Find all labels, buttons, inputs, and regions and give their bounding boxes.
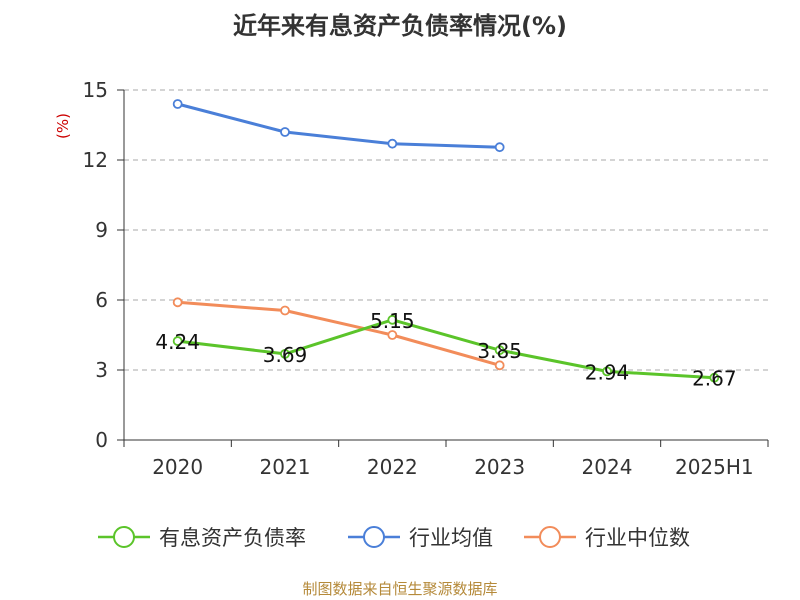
x-tick-label: 2020	[152, 455, 203, 479]
x-tick-label: 2024	[582, 455, 633, 479]
series-lines	[172, 99, 720, 383]
data-point	[387, 138, 398, 149]
data-label: 4.24	[155, 330, 200, 354]
y-tick-label: 6	[95, 288, 108, 312]
x-tick-label: 2021	[260, 455, 311, 479]
data-point	[280, 348, 290, 359]
y-tick-label: 9	[95, 218, 108, 242]
y-tick-label: 15	[83, 78, 108, 102]
axes: 0 3 6 9 12 15 2020 2021 2022 2023 2024 2025H1 (%)	[54, 78, 769, 479]
x-tick-label: 2023	[474, 455, 525, 479]
legend-marker	[363, 526, 385, 548]
y-axis-unit: (%)	[54, 113, 72, 139]
data-point	[280, 127, 290, 137]
legend-label: 行业中位数	[585, 526, 690, 550]
data-point	[494, 142, 505, 153]
data-labels: 4.24 3.69 5.15 3.85 2.94 2.67	[155, 309, 736, 391]
legend-label: 行业均值	[409, 526, 493, 550]
legend-marker	[113, 526, 135, 548]
data-point	[494, 345, 505, 356]
series-line-0	[177, 318, 715, 380]
legend-marker	[539, 526, 561, 548]
data-point	[494, 360, 505, 371]
source-footer: 制图数据来自恒生聚源数据库	[302, 580, 498, 598]
x-tick-label: 2025H1	[675, 455, 754, 479]
data-label: 5.15	[370, 309, 415, 333]
y-tick-label: 3	[95, 358, 108, 382]
y-tick-label: 0	[95, 428, 108, 452]
data-point	[280, 305, 290, 316]
y-tick-label: 12	[83, 148, 108, 172]
data-label: 3.69	[263, 343, 308, 367]
data-point	[387, 330, 398, 340]
data-point	[387, 314, 398, 325]
data-label: 2.67	[692, 367, 737, 391]
data-point	[172, 336, 183, 346]
legend: 有息资产负债率 行业均值 行业中位数	[98, 526, 690, 550]
series-line-2	[177, 300, 501, 367]
data-point	[709, 372, 720, 383]
legend-label: 有息资产负债率	[159, 526, 306, 550]
x-tick-label: 2022	[367, 455, 418, 479]
data-point	[172, 297, 183, 308]
gridlines	[124, 89, 768, 371]
chart-title: 近年来有息资产负债率情况(%)	[233, 12, 567, 40]
data-point	[602, 366, 612, 377]
data-label: 2.94	[585, 360, 630, 384]
data-point	[172, 99, 183, 109]
data-label: 3.85	[477, 339, 522, 363]
series-line-1	[177, 102, 500, 149]
